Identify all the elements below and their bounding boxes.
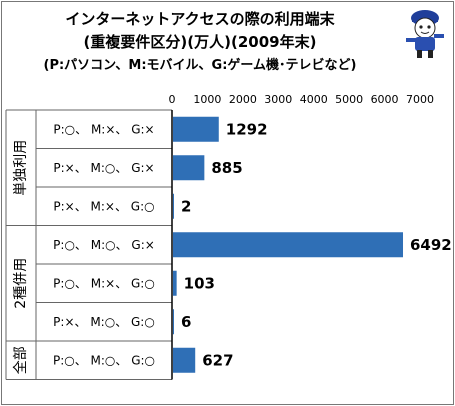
data-label: 885 bbox=[211, 159, 242, 177]
x-tick-label: 1000 bbox=[193, 93, 221, 106]
bar bbox=[173, 117, 219, 142]
group-label: 単独利用 bbox=[13, 140, 29, 196]
category-label: P:×、 M:×、 G:○ bbox=[53, 199, 154, 213]
data-label: 627 bbox=[202, 351, 233, 369]
x-tick-label: 0 bbox=[169, 93, 176, 106]
x-tick-label: 6000 bbox=[371, 93, 399, 106]
data-label: 1292 bbox=[226, 120, 268, 138]
category-label: P:×、 M:○、 G:○ bbox=[53, 315, 155, 329]
category-label: P:○、 M:○、 G:× bbox=[53, 238, 155, 252]
bar bbox=[173, 309, 174, 334]
x-tick-label: 2000 bbox=[229, 93, 257, 106]
bar bbox=[173, 155, 204, 180]
bar bbox=[173, 194, 174, 219]
bar bbox=[173, 348, 195, 373]
group-label: 全部 bbox=[12, 346, 29, 374]
data-label: 2 bbox=[181, 197, 191, 215]
x-tick-label: 7000 bbox=[406, 93, 434, 106]
category-label: P:○、 M:×、 G:× bbox=[53, 122, 154, 136]
x-tick-label: 3000 bbox=[264, 93, 292, 106]
data-label: 6492 bbox=[410, 236, 452, 254]
bar bbox=[173, 271, 177, 296]
category-label: P:×、 M:○、 G:× bbox=[53, 161, 154, 175]
x-tick-label: 4000 bbox=[300, 93, 328, 106]
group-label: 2種併用 bbox=[13, 258, 29, 309]
category-label: P:○、 M:×、 G:○ bbox=[53, 276, 155, 290]
category-label: P:○、 M:○、 G:○ bbox=[53, 353, 155, 367]
data-label: 103 bbox=[184, 274, 215, 292]
bar bbox=[173, 232, 403, 257]
x-tick-label: 5000 bbox=[335, 93, 363, 106]
data-label: 6 bbox=[181, 313, 191, 331]
